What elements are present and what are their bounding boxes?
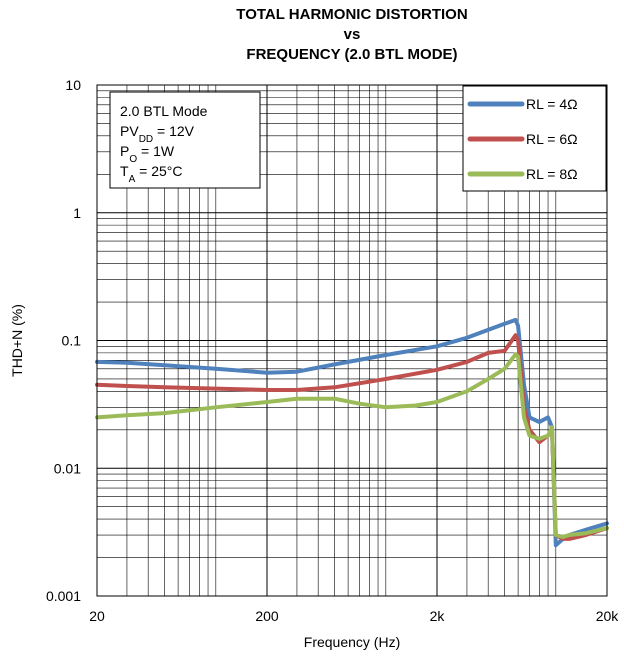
- x-tick-label: 20: [89, 608, 105, 624]
- series-line-3: [95, 352, 609, 539]
- condition-line: 2.0 BTL Mode: [120, 103, 208, 119]
- plot-area-border: [96, 84, 608, 597]
- condition-line: PVDD = 12V: [120, 123, 195, 145]
- chart-title-line-3: FREQUENCY (2.0 BTL MODE): [246, 46, 457, 63]
- condition-line: PO = 1W: [120, 143, 175, 165]
- y-tick-label: 0.01: [54, 460, 81, 476]
- chart-title-line-1: TOTAL HARMONIC DISTORTION: [236, 6, 467, 23]
- y-tick-label: 10: [65, 77, 81, 93]
- y-tick-label: 1: [73, 205, 81, 221]
- chart-title: TOTAL HARMONIC DISTORTION vs FREQUENCY (…: [236, 6, 467, 63]
- tick-labels: 20 200 2k 20k 0.001 0.01 0.1 1 10: [46, 77, 619, 624]
- x-tick-label: 200: [255, 608, 279, 624]
- series-lines: [95, 317, 609, 548]
- legend: RL = 4Ω RL = 6Ω RL = 8Ω: [462, 85, 607, 192]
- legend-label-2: RL = 6Ω: [526, 131, 578, 147]
- series-line-1: [95, 317, 609, 548]
- x-axis-label: Frequency (Hz): [304, 634, 400, 650]
- chart-title-line-2: vs: [344, 26, 361, 43]
- y-tick-label: 0.001: [46, 588, 81, 604]
- conditions-box-border: [109, 91, 261, 189]
- y-axis-label: THD+N (%): [9, 304, 25, 377]
- x-tick-label: 2k: [430, 608, 446, 624]
- y-tick-label: 0.1: [62, 333, 82, 349]
- legend-label-1: RL = 4Ω: [526, 96, 578, 112]
- condition-line: TA = 25°C: [120, 163, 182, 185]
- x-tick-label: 20k: [596, 608, 620, 624]
- legend-label-3: RL = 8Ω: [526, 166, 578, 182]
